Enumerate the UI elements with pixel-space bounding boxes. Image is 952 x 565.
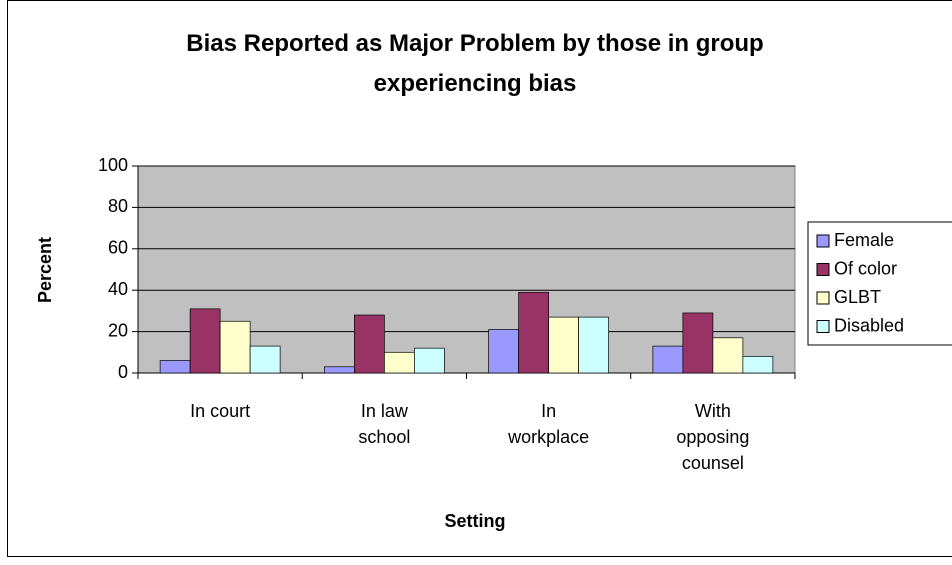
legend-label: Female [834, 230, 894, 250]
bar [518, 291, 549, 374]
legend-box [807, 221, 952, 346]
chart-title: Bias Reported as Major Problem by those … [186, 30, 764, 97]
x-tick-label: In law school [358, 401, 411, 447]
bar [742, 356, 774, 374]
y-tick-label: 0 [118, 362, 128, 382]
bar [682, 312, 714, 374]
bar [488, 329, 519, 374]
legend-swatch [816, 263, 830, 276]
bar [249, 345, 281, 374]
y-tick-label: 60 [108, 238, 128, 258]
x-axis-label: Setting [445, 511, 506, 531]
legend-swatch [816, 320, 830, 333]
legend-label: GLBT [834, 287, 881, 307]
bar [548, 316, 579, 374]
x-tick-label: In workplace [508, 401, 590, 447]
legend-swatch [816, 291, 830, 305]
legend-label: Of color [834, 258, 897, 278]
x-tick-label: With opposing counsel [676, 401, 750, 473]
y-tick-label: 20 [108, 320, 128, 340]
legend-label: Disabled [834, 315, 904, 335]
bar [324, 366, 355, 374]
y-axis-label: Percent [35, 237, 55, 303]
x-tick-label: In court [190, 401, 251, 421]
bar [578, 316, 609, 374]
y-tick-label: 40 [108, 279, 128, 299]
bar [219, 320, 251, 374]
bar [189, 308, 221, 374]
bar [354, 314, 385, 374]
bar [652, 345, 684, 374]
y-tick-label: 100 [98, 155, 128, 175]
bar [414, 347, 445, 374]
legend-swatch [816, 234, 830, 248]
bar [712, 337, 744, 374]
bar [159, 360, 191, 374]
bar [384, 351, 415, 374]
y-tick-label: 80 [108, 196, 128, 216]
